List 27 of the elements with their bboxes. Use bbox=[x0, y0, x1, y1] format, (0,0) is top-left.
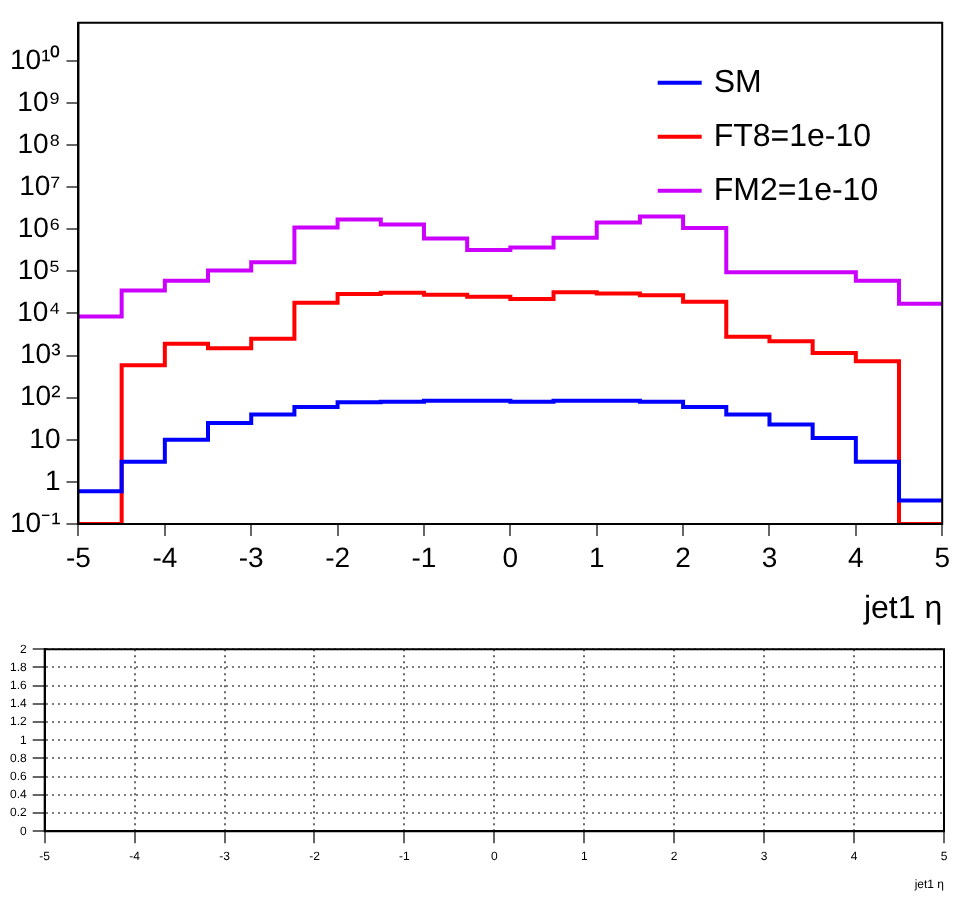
y-tick-label: 10⁸ bbox=[17, 126, 61, 159]
y-tick-label: 10¹⁰ bbox=[10, 42, 61, 75]
x-tick-label: 4 bbox=[848, 540, 865, 573]
legend-label: SM bbox=[713, 65, 762, 100]
legend-label: FT8=1e-10 bbox=[713, 119, 872, 154]
y-tick-label: 1 bbox=[44, 463, 61, 496]
y-tick-label: 10⁶ bbox=[17, 210, 61, 243]
x-tick-label: 1 bbox=[588, 540, 605, 573]
legend-label: FM2=1e-10 bbox=[713, 173, 879, 208]
y-tick-label: 10⁷ bbox=[19, 168, 61, 201]
y-tick-label: 10³ bbox=[20, 337, 62, 370]
x-axis-title: jet1 η bbox=[861, 591, 943, 626]
y-tick-label: 10⁻¹ bbox=[10, 505, 62, 538]
x-tick-label: 3 bbox=[761, 540, 778, 573]
y-tick-label: 10 bbox=[29, 421, 61, 454]
x-tick-label: 5 bbox=[934, 540, 951, 573]
y-tick-label: 10² bbox=[20, 379, 62, 412]
y-tick-label: 10⁴ bbox=[17, 295, 61, 328]
x-tick-label: 0 bbox=[502, 540, 519, 573]
x-tick-label: -1 bbox=[411, 540, 437, 573]
x-tick-label: 2 bbox=[675, 540, 692, 573]
x-tick-label: -2 bbox=[325, 540, 351, 573]
y-tick-label: 10⁵ bbox=[17, 253, 61, 286]
x-tick-label: -4 bbox=[152, 540, 178, 573]
y-tick-label: 10⁹ bbox=[17, 84, 61, 117]
x-tick-label: -3 bbox=[238, 540, 265, 573]
x-tick-label: -5 bbox=[66, 540, 92, 573]
